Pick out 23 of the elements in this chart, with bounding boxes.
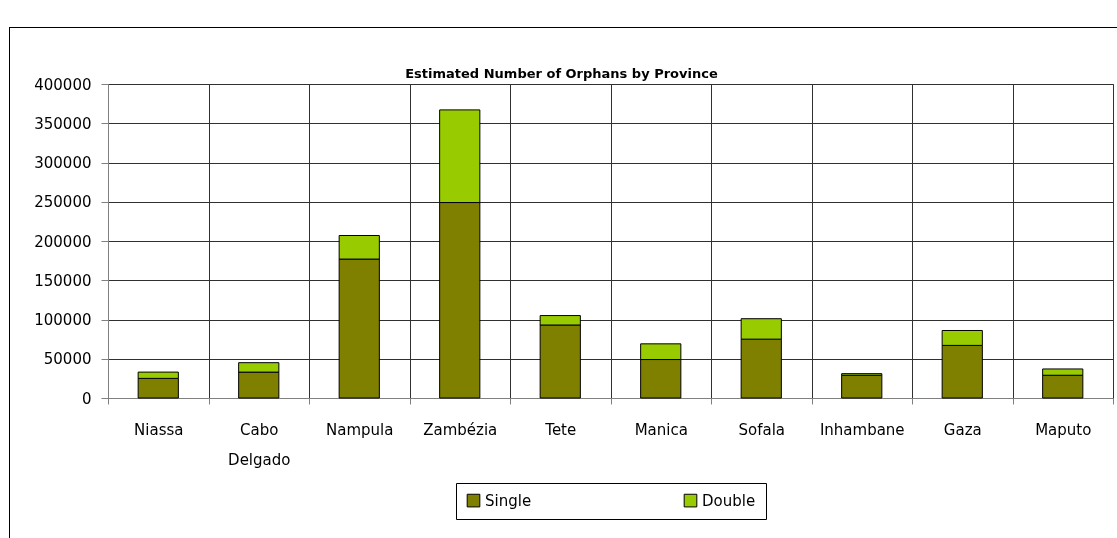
y-tick-label: 300000: [34, 154, 92, 172]
x-tick-label: Maputo: [1035, 420, 1092, 439]
bar: [841, 374, 883, 399]
x-tick-label: Gaza: [943, 420, 982, 439]
y-tick-label: 0: [81, 389, 92, 408]
legend-label: Single: [485, 491, 532, 510]
y-tick-label: 400000: [34, 75, 92, 94]
x-tick-label: Manica: [634, 420, 688, 439]
x-tick-label: Sofala: [738, 420, 786, 439]
x-tick-label: Tete: [544, 420, 577, 439]
y-tick-label: 50000: [43, 350, 92, 369]
x-tick-label: Nampula: [326, 420, 394, 439]
x-tick-label: Inhambane: [819, 420, 905, 439]
y-tick-label: 100000: [34, 311, 92, 329]
y-tick-label: 250000: [34, 193, 92, 212]
y-tick-label: 200000: [34, 232, 92, 251]
legend-label: Double: [702, 491, 756, 510]
x-tick-label: Niassa: [134, 420, 184, 439]
chart-title: Estimated Number of Orphans by Province: [405, 66, 718, 81]
x-tick-label: Zambézia: [423, 420, 498, 439]
y-tick-label: 150000: [34, 271, 92, 290]
y-tick-label: 350000: [34, 114, 92, 133]
x-tick-label: Cabo Delgado: [228, 420, 291, 469]
